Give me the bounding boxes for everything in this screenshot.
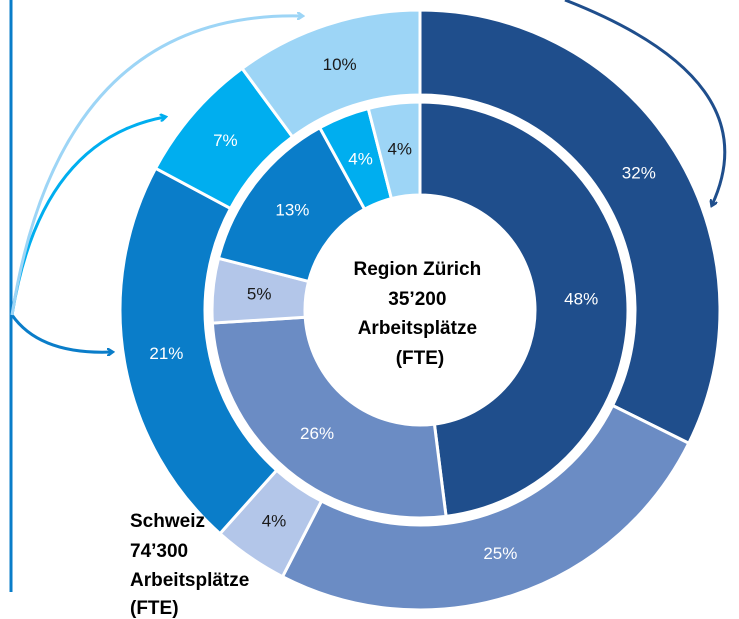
value-label: 10% bbox=[323, 55, 357, 74]
arrow bbox=[10, 16, 302, 316]
arrow bbox=[564, 0, 727, 205]
label-line: 74’300 bbox=[130, 541, 188, 562]
value-label: 48% bbox=[564, 289, 598, 308]
label-line: Region Zürich bbox=[353, 259, 481, 280]
label-line: Schweiz bbox=[130, 511, 205, 532]
value-label: 7% bbox=[213, 131, 238, 150]
label-line: Arbeitsplätze bbox=[130, 570, 249, 591]
label-line: (FTE) bbox=[130, 598, 179, 619]
value-label: 32% bbox=[622, 164, 656, 183]
donut: 48% 26% 5% 13% 4% 4% 32% 25% 4% 21% 7% 10% bbox=[118, 8, 722, 612]
donut-segment bbox=[366, 100, 422, 201]
value-label: 26% bbox=[300, 424, 334, 443]
donut-segment bbox=[418, 100, 630, 519]
donut-segment bbox=[240, 8, 422, 139]
value-label: 4% bbox=[348, 149, 373, 168]
value-label: 5% bbox=[247, 284, 272, 303]
value-label: 21% bbox=[149, 344, 183, 363]
value-label: 25% bbox=[483, 544, 517, 563]
label-line: (FTE) bbox=[396, 348, 445, 369]
center-label: Region Zürich 35’200 Arbeitsplätze (FTE) bbox=[353, 259, 486, 369]
donut-segment bbox=[280, 403, 691, 612]
donut-segment bbox=[210, 315, 448, 520]
outer-label: Schweiz 74’300 Arbeitsplätze (FTE) bbox=[130, 511, 255, 619]
label-line: Arbeitsplätze bbox=[358, 318, 477, 339]
donut-segment bbox=[418, 8, 722, 446]
label-line: 35’200 bbox=[388, 289, 446, 310]
value-label: 4% bbox=[262, 512, 287, 531]
value-label: 4% bbox=[387, 139, 412, 158]
arrow bbox=[10, 314, 112, 352]
value-label: 13% bbox=[275, 200, 309, 219]
